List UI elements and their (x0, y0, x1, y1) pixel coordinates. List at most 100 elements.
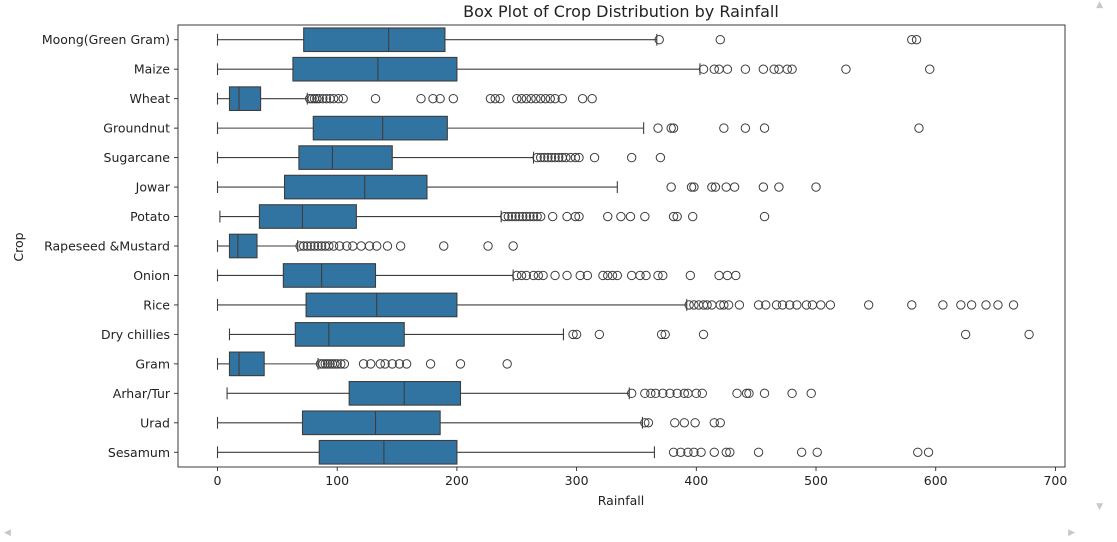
outlier-point (658, 270, 668, 281)
outlier-point (825, 300, 836, 310)
outlier-point (771, 300, 782, 310)
outlier-point (759, 211, 770, 222)
outlier-point (710, 182, 721, 192)
y-tick-label: Moong(Green Gram) (42, 32, 170, 47)
outlier-point (330, 359, 340, 369)
outlier-point (721, 447, 731, 457)
outlier-point (550, 152, 560, 163)
outlier-point (483, 241, 493, 251)
y-axis-label: Crop (11, 232, 26, 261)
outlier-point (570, 152, 581, 163)
outlier-point (502, 359, 512, 369)
chart-title: Box Plot of Crop Distribution by Rainfal… (463, 2, 779, 21)
outlier-point (561, 152, 571, 163)
outlier-point (907, 300, 917, 310)
x-tick-label: 600 (924, 473, 948, 488)
outlier-point (536, 93, 546, 104)
outlier-point (744, 388, 754, 399)
outlier-point (324, 241, 334, 251)
box (294, 322, 405, 347)
outlier-point (672, 211, 682, 222)
outlier-point (626, 152, 637, 163)
outlier-point (314, 93, 324, 104)
outlier-point (536, 211, 546, 222)
outlier-point (532, 211, 542, 222)
outlier-point (841, 64, 851, 74)
outlier-point (425, 359, 436, 369)
outlier-point (668, 447, 679, 457)
box (228, 351, 265, 377)
outlier-point (787, 388, 797, 399)
scroll-up-arrow-icon[interactable]: ▲ (1096, 0, 1103, 10)
outlier-point (715, 418, 725, 428)
outlier-point (298, 241, 309, 251)
x-tick-label: 300 (565, 473, 589, 488)
outlier-point (801, 300, 812, 310)
y-tick-label: Jowar (135, 180, 171, 195)
scroll-down-arrow-icon[interactable]: ▼ (1096, 502, 1103, 512)
outlier-point (816, 300, 826, 310)
scroll-left-arrow-icon[interactable]: ◀ (4, 528, 11, 538)
outlier-point (375, 359, 385, 369)
outlier-point (640, 388, 650, 399)
outlier-point (981, 300, 991, 310)
outlier-point (812, 447, 822, 457)
scroll-right-arrow-icon[interactable]: ▶ (1068, 528, 1075, 538)
outlier-point (521, 93, 532, 104)
outlier-point (689, 182, 699, 192)
outlier-point (394, 359, 405, 369)
y-tick-label: Gram (135, 356, 170, 371)
outlier-point (753, 300, 764, 310)
outlier-point (709, 64, 719, 74)
outlier-point (774, 64, 784, 74)
box (318, 439, 458, 465)
outlier-point (691, 388, 702, 399)
outlier-point (792, 300, 802, 310)
outlier-point (907, 35, 917, 45)
outlier-point (370, 93, 381, 104)
outlier-point (784, 300, 795, 310)
outlier-point (714, 64, 724, 74)
outlier-point (521, 270, 532, 281)
outlier-point (550, 93, 560, 104)
outlier-point (318, 359, 328, 369)
outlier-point (626, 388, 637, 399)
outlier-point (650, 388, 661, 399)
outlier-point (532, 152, 542, 163)
outlier-point (734, 300, 745, 310)
outlier-point (507, 211, 517, 222)
outlier-point (587, 93, 597, 104)
outlier-point (332, 359, 342, 369)
outlier-point (562, 270, 572, 281)
x-tick-label: 700 (1043, 473, 1067, 488)
outlier-point (807, 300, 818, 310)
outlier-point (690, 418, 700, 428)
outlier-point (654, 35, 664, 45)
outlier-point (514, 211, 524, 222)
outlier-point (732, 388, 742, 399)
outlier-point (338, 93, 348, 104)
outlier-point (490, 93, 500, 104)
outlier-point (328, 93, 339, 104)
outlier-point (665, 388, 675, 399)
outlier-point (729, 182, 740, 192)
box (298, 145, 393, 170)
outlier-point (714, 270, 724, 281)
outlier-point (759, 123, 770, 133)
outlier-point (689, 447, 699, 457)
outlier-point (435, 93, 445, 104)
outlier-point (656, 329, 667, 340)
outlier-point (1024, 329, 1034, 340)
outlier-point (723, 300, 734, 310)
outlier-point (774, 182, 784, 192)
outlier-point (312, 93, 322, 104)
outlier-point (689, 300, 699, 310)
outlier-point (670, 418, 680, 428)
outlier-point (719, 123, 729, 133)
outlier-point (539, 152, 549, 163)
outlier-point (568, 329, 578, 340)
outlier-point (553, 152, 564, 163)
outlier-point (348, 241, 358, 251)
outlier-point (570, 211, 581, 222)
outlier-point (545, 93, 555, 104)
